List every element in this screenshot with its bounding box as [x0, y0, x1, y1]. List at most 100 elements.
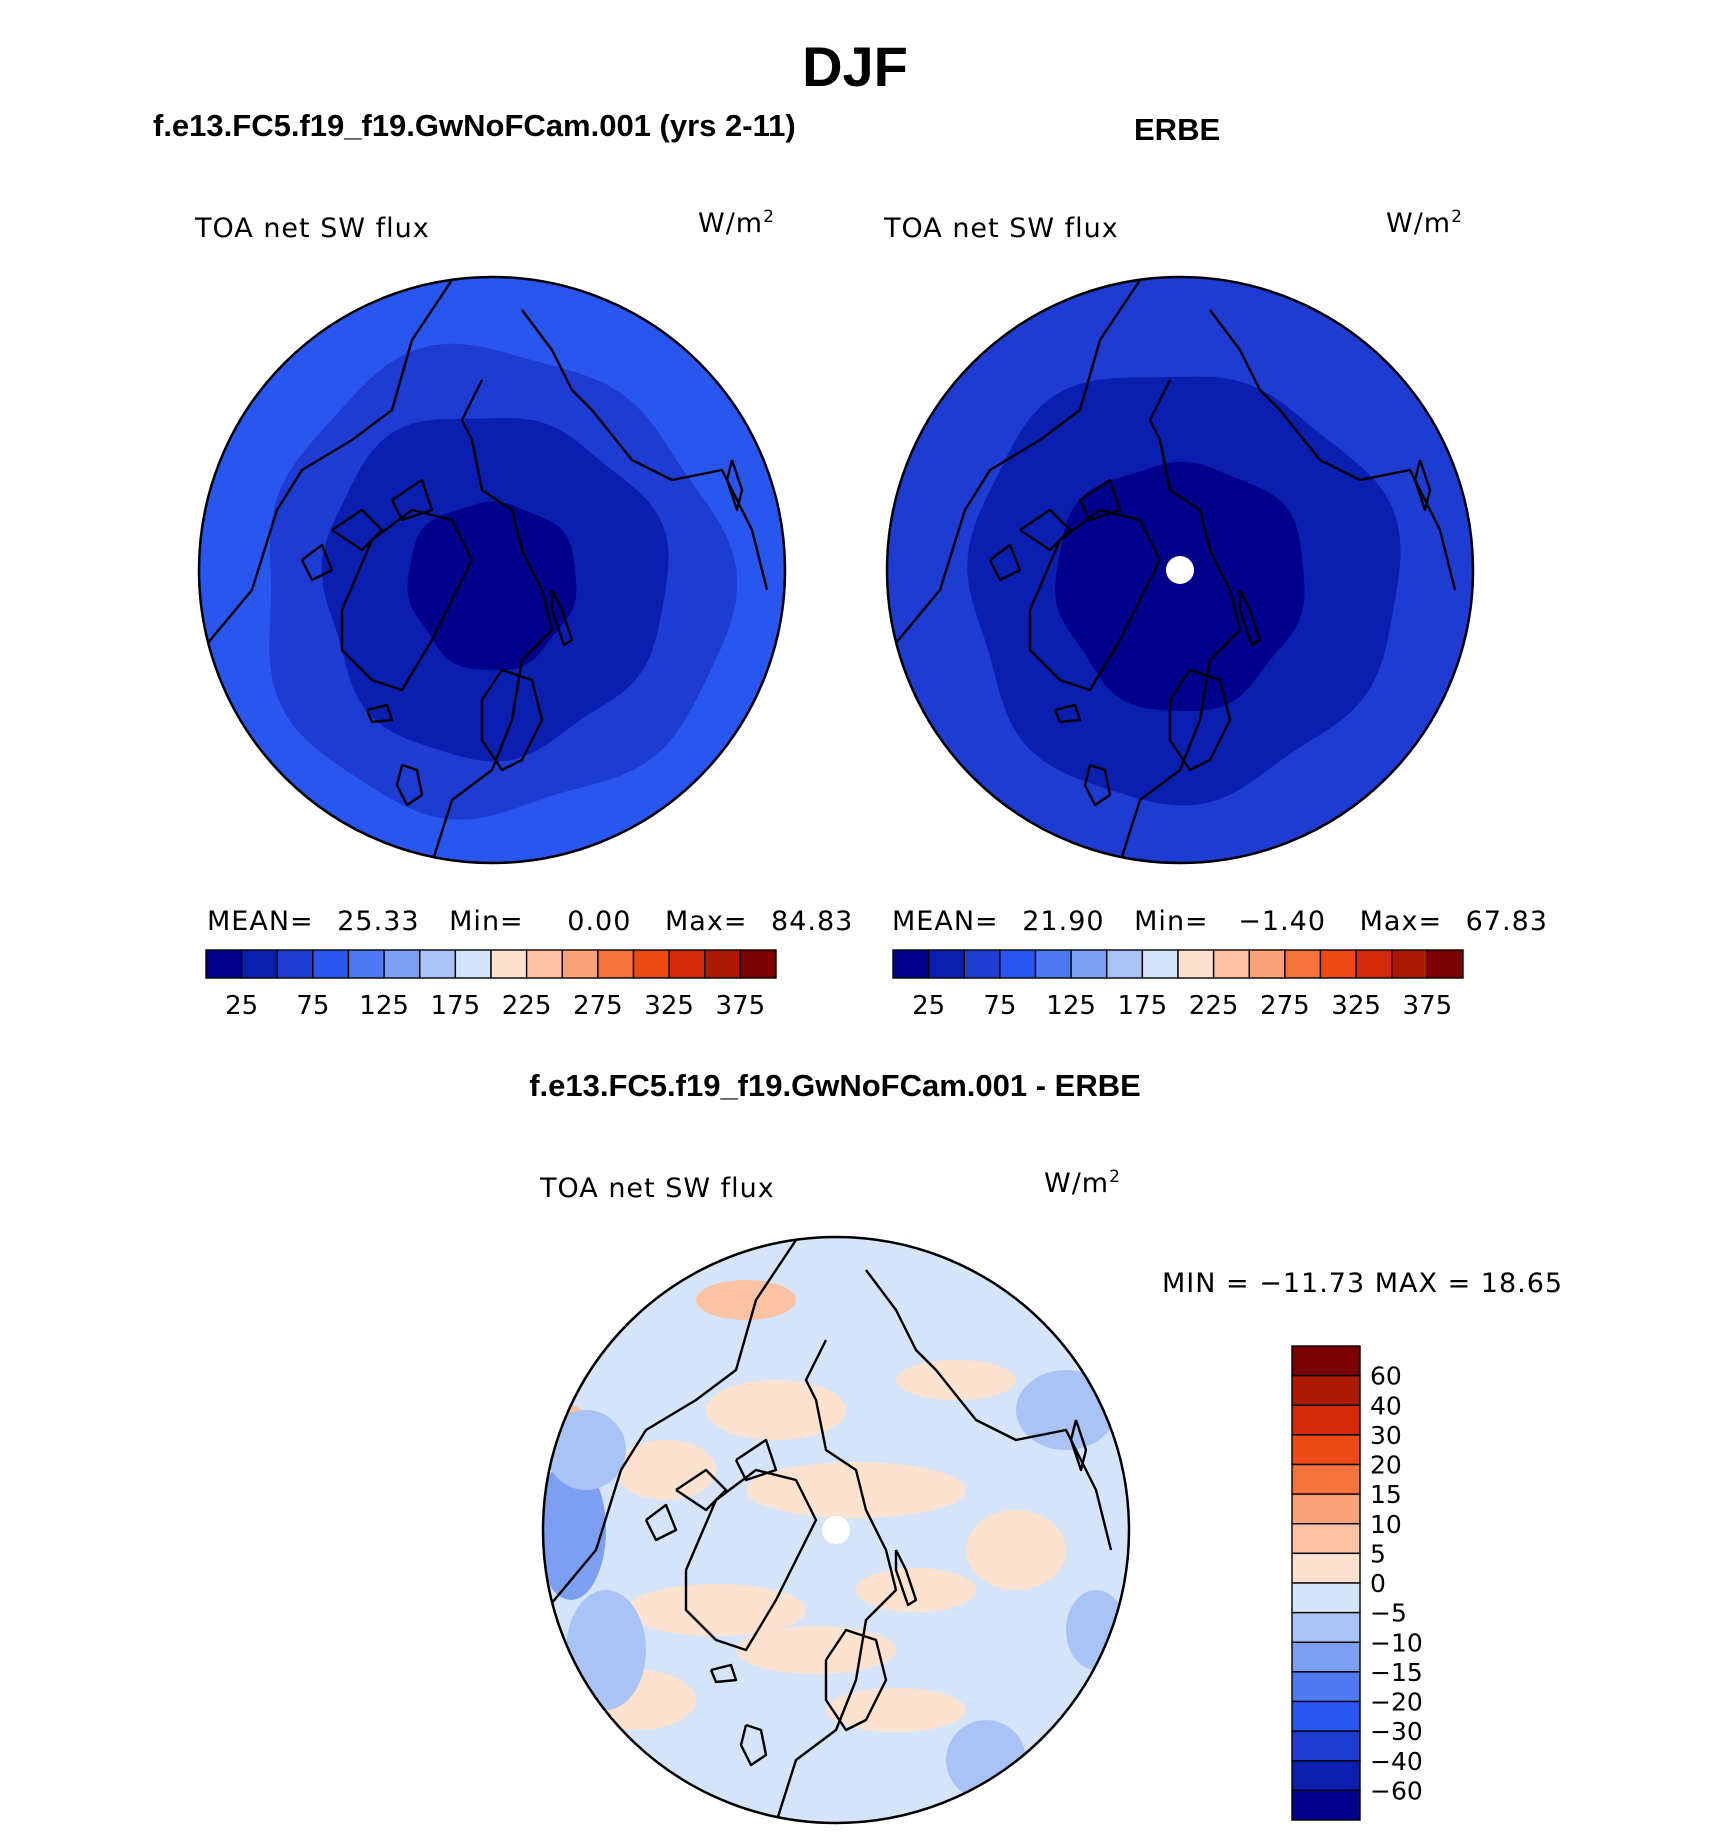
diff-patch — [966, 1510, 1066, 1590]
diff-patch — [706, 1380, 846, 1440]
colorbar-cell — [525, 949, 563, 979]
coastline — [1069, 1419, 1088, 1472]
diff-patch — [856, 1568, 976, 1612]
coastlines — [889, 279, 1457, 863]
coastline — [1168, 668, 1232, 772]
obs-units-label: W/m2 — [1386, 207, 1463, 239]
colorbar-cell — [1291, 1434, 1361, 1466]
colorbar-cell — [1291, 1700, 1361, 1732]
colorbar-cell — [892, 949, 930, 979]
colorbar-tick-label: 325 — [644, 991, 694, 1021]
obs-stats: MEAN= 21.90 Min= −1.40 Max= 67.83 — [892, 906, 1548, 937]
coastline — [1238, 589, 1262, 647]
colorbar-cell — [1291, 1671, 1361, 1703]
colorbar-cell — [1291, 1611, 1361, 1643]
colorbar-tick-label: −40 — [1370, 1747, 1423, 1776]
coastline — [430, 379, 554, 863]
coastline — [1019, 508, 1072, 552]
colorbar-tick-label: −60 — [1370, 1776, 1423, 1805]
coastline — [300, 543, 334, 582]
colorbar-cell — [739, 949, 777, 979]
colorbar-tick-label: 25 — [912, 991, 945, 1021]
colorbar-cell — [383, 949, 421, 979]
figure-title: DJF — [802, 35, 908, 98]
diff-patch — [826, 1688, 966, 1732]
colorbar-tick-label: 175 — [1118, 991, 1168, 1021]
colorbar-cell — [312, 949, 350, 979]
diff-variable-label: TOA net SW flux — [540, 1173, 775, 1204]
colorbar-tick-label: 375 — [1403, 991, 1453, 1021]
model-panel-title: f.e13.FC5.f19_f19.GwNoFCam.001 (yrs 2-11… — [153, 108, 796, 143]
colorbar-cell — [1248, 949, 1286, 979]
coastline — [894, 1549, 918, 1607]
colorbar-tick-label: 40 — [1370, 1391, 1402, 1420]
colorbar-tick-label: −30 — [1370, 1717, 1423, 1746]
diff-patch — [946, 1720, 1026, 1800]
field-band — [1055, 461, 1305, 711]
colorbar-cell — [1291, 1345, 1361, 1377]
coastline — [1413, 459, 1432, 512]
map-border — [197, 275, 787, 865]
coastline — [1118, 379, 1242, 863]
colorbar-tick-label: 325 — [1331, 991, 1381, 1021]
diff-panel-title: f.e13.FC5.f19_f19.GwNoFCam.001 - ERBE — [529, 1068, 1141, 1103]
colorbar-cell — [276, 949, 314, 979]
diff-minmax: MIN = −11.73 MAX = 18.65 — [1162, 1268, 1564, 1299]
colorbar-cell — [1070, 949, 1108, 979]
colorbar-cell — [1291, 1374, 1361, 1406]
diff-patch — [566, 1590, 646, 1710]
coastline — [1083, 763, 1112, 807]
colorbar-tick-label: −20 — [1370, 1688, 1423, 1717]
coastline — [709, 1663, 738, 1684]
colorbar-cell — [1291, 1582, 1361, 1614]
coastline — [725, 459, 744, 512]
colorbar-tick-label: 10 — [1370, 1510, 1402, 1539]
diff-patch — [616, 1440, 716, 1500]
coastline — [340, 508, 474, 692]
coastline — [1028, 508, 1162, 692]
missing-pole — [822, 1516, 850, 1544]
diff-units-label: W/m2 — [1044, 1167, 1121, 1199]
colorbar-cell — [240, 949, 278, 979]
colorbar-cell — [1291, 1730, 1361, 1762]
model-units-label: W/m2 — [698, 207, 775, 239]
coastline — [1078, 478, 1122, 522]
coastline — [201, 279, 453, 651]
diff-patch — [696, 1280, 796, 1320]
field-band — [407, 501, 577, 671]
colorbar-tick-label: 25 — [225, 991, 258, 1021]
colorbar-cell — [1177, 949, 1215, 979]
colorbar-cell — [1391, 949, 1429, 979]
colorbar-tick-label: 125 — [1046, 991, 1096, 1021]
colorbar-tick-label: 225 — [1189, 991, 1239, 1021]
colorbar-cell — [1141, 949, 1179, 979]
colorbar-tick-label: 20 — [1370, 1451, 1402, 1480]
model-stats: MEAN= 25.33 Min= 0.00 Max= 84.83 — [207, 906, 854, 937]
diff-patch — [546, 1410, 626, 1490]
coastlines — [201, 279, 769, 863]
diff-patch — [1066, 1590, 1126, 1670]
colorbar-cell — [454, 949, 492, 979]
colorbar-tick-label: −15 — [1370, 1658, 1423, 1687]
colorbar-tick-label: −5 — [1370, 1599, 1407, 1628]
colorbar-tick-label: 125 — [359, 991, 409, 1021]
colorbar-tick-label: 75 — [296, 991, 329, 1021]
coastline — [675, 1468, 728, 1512]
diff-patch — [1016, 1370, 1116, 1450]
colorbar-cell — [561, 949, 599, 979]
colorbar-tick-label: 275 — [1260, 991, 1310, 1021]
colorbar-tick-label: 60 — [1370, 1362, 1402, 1391]
colorbar-tick-label: 175 — [431, 991, 481, 1021]
colorbar-tick-label: 0 — [1370, 1569, 1386, 1598]
coastline — [824, 1628, 888, 1732]
obs-variable-label: TOA net SW flux — [884, 213, 1119, 244]
colorbar-cell — [419, 949, 457, 979]
coastline — [1209, 309, 1457, 591]
colorbar-cell — [490, 949, 528, 979]
map-border — [885, 275, 1475, 865]
diff-field — [543, 1237, 1129, 1823]
diff-patch — [746, 1462, 966, 1518]
coastline — [734, 1438, 778, 1482]
colorbar-cell — [1291, 1523, 1361, 1555]
colorbar-tick-label: 75 — [983, 991, 1016, 1021]
